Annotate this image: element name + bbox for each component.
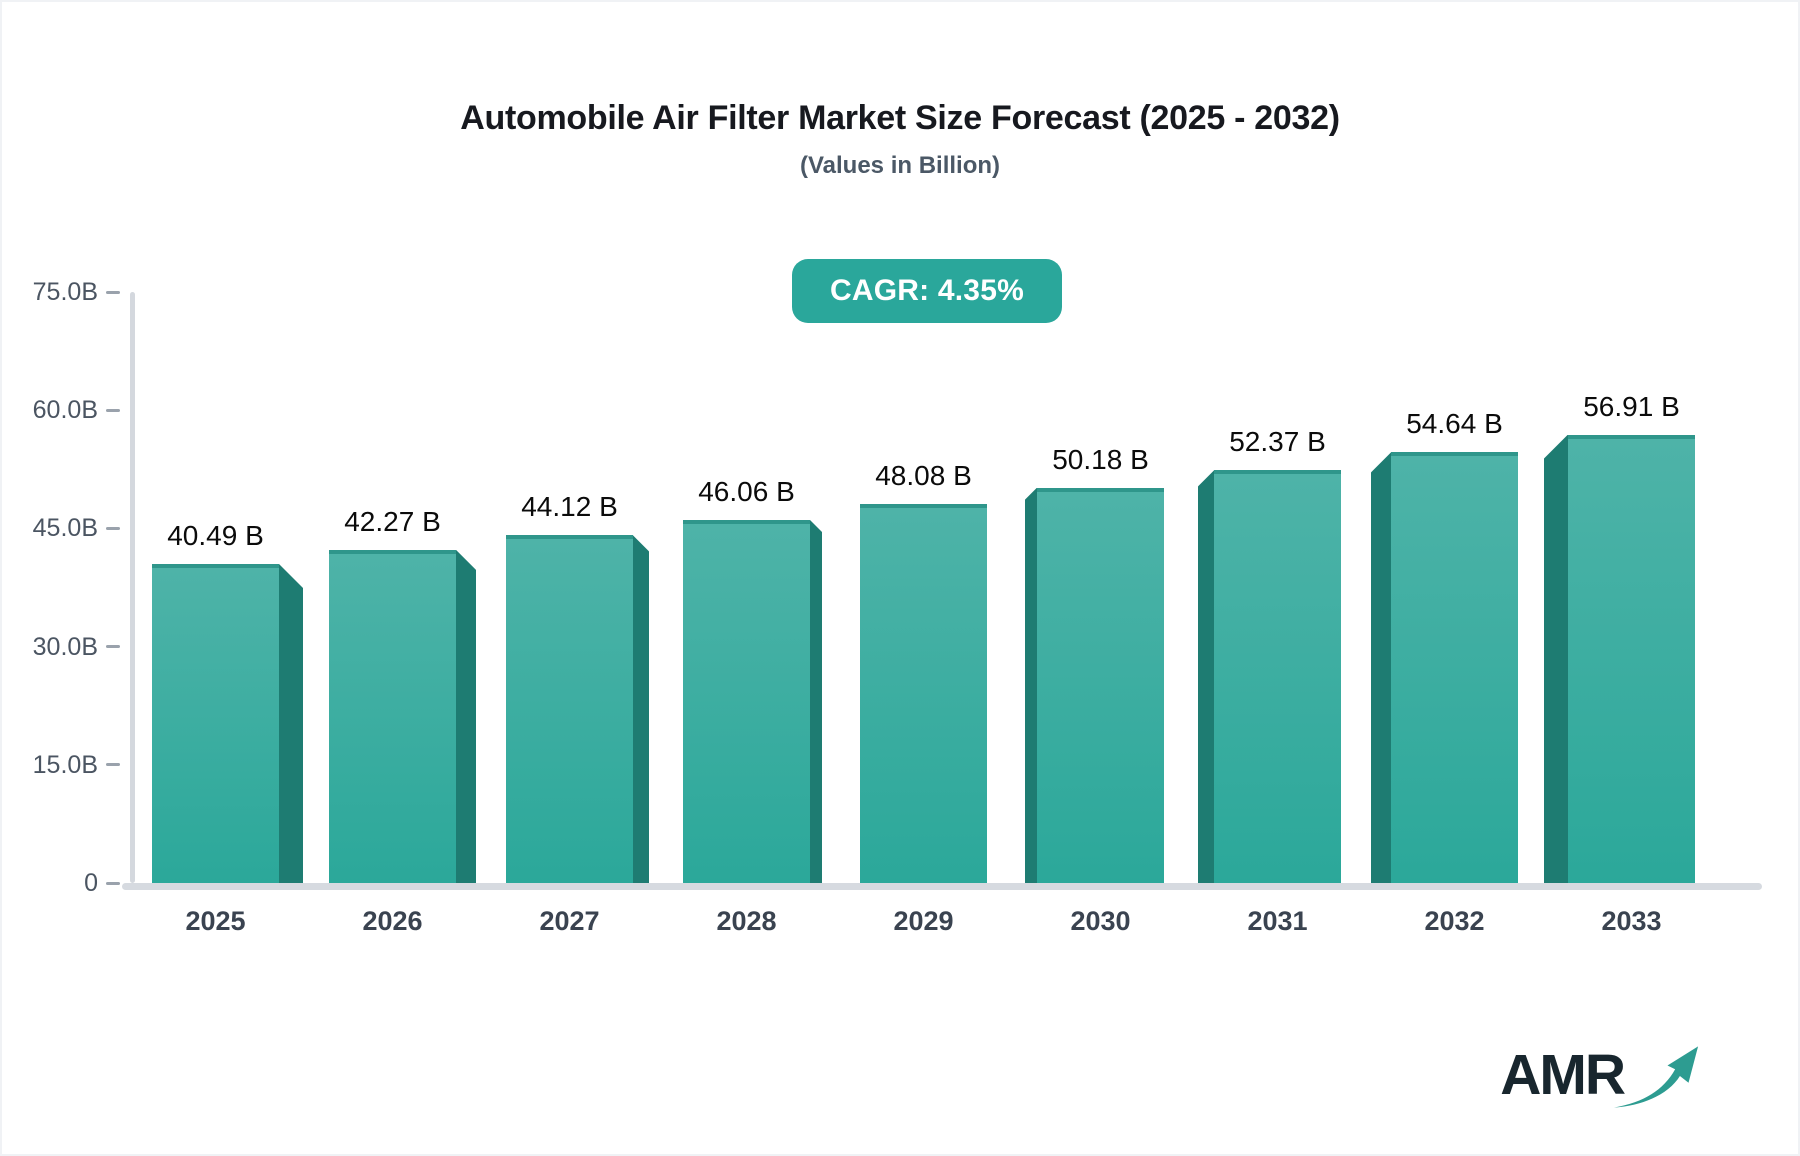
x-tick-label: 2033 <box>1601 906 1662 936</box>
y-tick-dash <box>106 290 120 294</box>
bar-side-face <box>1025 487 1037 883</box>
x-tick-label: 2032 <box>1424 906 1485 936</box>
bar-value-label: 50.18 B <box>1052 443 1149 475</box>
y-tick-label: 75.0B <box>32 278 98 306</box>
y-tick-label: 15.0B <box>32 750 98 779</box>
growth-arrow-icon <box>1613 1046 1699 1108</box>
bar-side-face <box>456 549 476 883</box>
bar-side-face <box>1198 470 1214 883</box>
bar-value-label: 48.08 B <box>875 460 972 492</box>
chart-subtitle: (Values in Billion) <box>799 152 1001 179</box>
x-tick-label: 2026 <box>362 906 423 936</box>
y-tick-label: 30.0B <box>32 632 98 661</box>
bar <box>1037 487 1164 883</box>
x-tick-label: 2025 <box>185 906 246 936</box>
y-tick-dash <box>106 763 120 767</box>
bar <box>683 520 810 883</box>
bar-side-face <box>1371 452 1391 883</box>
bar-value-label: 42.27 B <box>344 505 441 537</box>
y-tick-dash <box>106 645 120 649</box>
x-tick-label: 2029 <box>893 906 954 936</box>
bar <box>329 549 456 883</box>
bar <box>1568 434 1695 883</box>
bar <box>1214 470 1341 883</box>
cagr-badge-label: CAGR: 4.35% <box>830 274 1024 307</box>
bar-value-label: 40.49 B <box>167 519 264 551</box>
x-baseline <box>122 883 1762 890</box>
bar <box>1391 452 1518 883</box>
y-tick-label: 60.0B <box>32 396 98 425</box>
y-tick-dash <box>106 881 120 885</box>
bar-side-face <box>279 563 303 883</box>
bar-value-label: 56.91 B <box>1583 390 1680 422</box>
cagr-badge: CAGR: 4.35% <box>792 259 1062 323</box>
bar-value-label: 46.06 B <box>698 476 795 508</box>
y-tick-dash <box>106 526 120 530</box>
bar-value-label: 44.12 B <box>521 491 618 523</box>
y-tick-label: 45.0B <box>32 514 98 543</box>
bar-value-label: 52.37 B <box>1229 426 1326 458</box>
bar-side-face <box>810 520 822 883</box>
y-tick-label: 0 <box>84 869 98 897</box>
x-tick-label: 2028 <box>716 906 777 936</box>
bar-side-face <box>633 535 649 883</box>
bar <box>860 504 987 883</box>
bar-value-label: 54.64 B <box>1406 408 1503 440</box>
amr-logo: AMR <box>1500 1032 1700 1108</box>
x-tick-label: 2030 <box>1070 906 1131 936</box>
amr-logo-text: AMR <box>1500 1043 1626 1107</box>
chart-title: Automobile Air Filter Market Size Foreca… <box>460 99 1340 137</box>
bar-side-face <box>1544 434 1568 883</box>
bar <box>152 563 279 883</box>
bar <box>506 535 633 883</box>
x-tick-label: 2031 <box>1247 906 1308 936</box>
y-tick-dash <box>106 408 120 412</box>
x-tick-label: 2027 <box>539 906 600 936</box>
y-axis-line <box>130 292 135 883</box>
